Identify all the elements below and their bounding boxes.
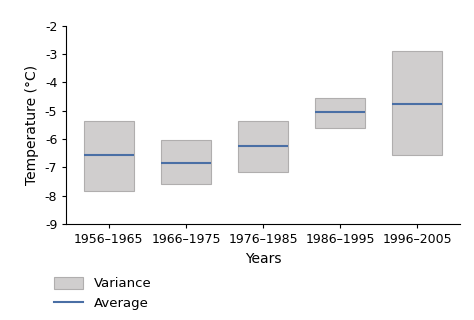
Bar <box>238 121 288 172</box>
Bar <box>315 98 365 128</box>
Bar <box>84 121 134 191</box>
X-axis label: Years: Years <box>245 252 282 266</box>
Y-axis label: Temperature (°C): Temperature (°C) <box>25 65 39 185</box>
Legend: Variance, Average: Variance, Average <box>54 277 151 310</box>
Bar <box>392 51 442 155</box>
Bar <box>161 140 211 184</box>
